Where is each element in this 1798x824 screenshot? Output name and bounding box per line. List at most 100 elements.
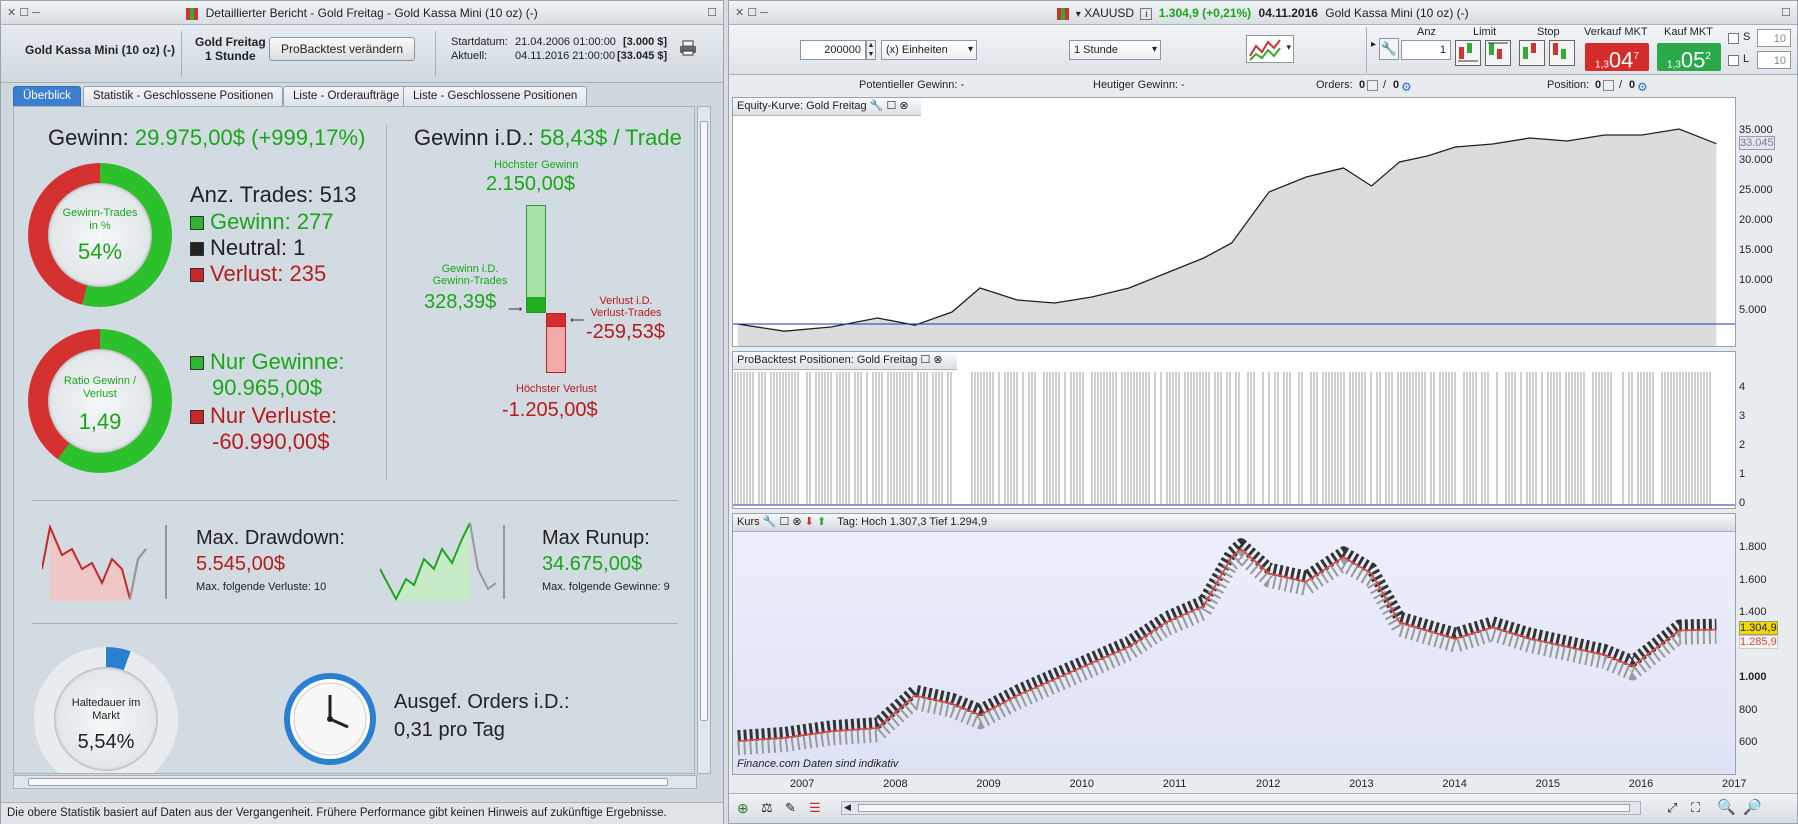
chart-titlebar: ✕ ☐ ─ ▾ XAUUSD i 1.304,9 (+0,21%) 04.11.… — [729, 1, 1797, 25]
unit-select[interactable]: (x) Einheiten — [881, 40, 977, 60]
equity-window-icon[interactable]: ☐ — [886, 100, 897, 112]
runup-value: 34.675,00$ — [542, 553, 643, 575]
loss-legend-box — [190, 268, 204, 282]
quantity-input[interactable]: 200000 — [800, 40, 866, 60]
orders-per-day-value: 0,31 pro Tag — [394, 719, 505, 741]
quantity-stepper[interactable]: ▲ ▼ — [866, 40, 876, 60]
position-gear-icon[interactable]: ⚙ — [1637, 80, 1648, 94]
positions-panel-title: ProBacktest Positionen: Gold Freitag — [737, 354, 918, 366]
gain-label: Gewinn: — [48, 125, 129, 150]
auto-scale-icon[interactable]: ⤢ — [1667, 800, 1678, 815]
year-tick-label: 2017 — [1722, 778, 1747, 790]
arrow-right-icon: ⟶ — [508, 304, 523, 315]
current-date-value: 04.11.2016 21:00:00 — [515, 50, 616, 62]
report-window: ✕ ☐ ─ Detaillierter Bericht - Gold Freit… — [0, 0, 724, 824]
timeframe-select[interactable]: 1 Stunde — [1069, 40, 1161, 60]
year-tick-label: 2014 — [1442, 778, 1467, 790]
limit-sell-icon[interactable] — [1485, 40, 1511, 66]
l-input[interactable]: 10 — [1757, 51, 1791, 69]
hscroll-thumb[interactable] — [28, 778, 668, 786]
indicator-icon[interactable]: ⚖ — [761, 800, 773, 815]
chart-style-button[interactable]: ▾ — [1246, 35, 1294, 63]
wrench-icon[interactable]: 🔧 — [1379, 38, 1399, 60]
vertical-scrollbar[interactable] — [697, 106, 711, 774]
price-window-icon[interactable]: ☐ — [779, 516, 790, 528]
orders-icon[interactable] — [1367, 80, 1378, 91]
price-settings-icon[interactable]: 🔧 — [762, 516, 777, 528]
equity-panel-title: Equity-Kurve: Gold Freitag — [737, 100, 867, 112]
positions-close-icon[interactable]: ⊗ — [933, 354, 943, 366]
report-header: Gold Kassa Mini (10 oz) (-) Gold Freitag… — [1, 25, 723, 83]
price-down-icon[interactable]: ⬇ — [804, 516, 814, 528]
tab-closed-positions[interactable]: Liste - Geschlossene Positionen — [403, 86, 588, 106]
expand-arrow-icon[interactable]: ▸ — [1371, 39, 1377, 50]
orders-gear-icon[interactable]: ⚙ — [1401, 80, 1412, 94]
report-titlebar: ✕ ☐ ─ Detaillierter Bericht - Gold Freit… — [1, 1, 723, 25]
s-input[interactable]: 10 — [1757, 29, 1791, 47]
print-icon[interactable] — [679, 40, 697, 56]
s-checkbox[interactable] — [1728, 33, 1739, 44]
stop-buy-icon[interactable] — [1519, 40, 1545, 66]
profit-ratio-value: 1,49 — [78, 409, 122, 434]
equity-close-icon[interactable]: ⊗ — [899, 100, 909, 112]
buy-market-button[interactable]: 1,3052 — [1657, 43, 1721, 72]
zoom-out-icon[interactable]: 🔍 — [1717, 799, 1736, 816]
positions-tick-label: 4 — [1739, 381, 1746, 393]
market-exposure-ring: Haltedauer im Markt 5,54% — [34, 647, 178, 773]
stop-sell-icon[interactable] — [1549, 40, 1575, 66]
tab-statistics[interactable]: Statistik - Geschlossene Positionen — [83, 86, 284, 106]
price-tick-label: 600 — [1739, 736, 1758, 749]
add-indicator-icon[interactable]: ⊕ — [737, 800, 749, 816]
edit-backtest-button[interactable]: ProBacktest verändern — [269, 37, 415, 61]
positions-tick-label: 0 — [1739, 497, 1746, 509]
price-up-icon[interactable]: ⬆ — [816, 516, 827, 528]
chart-window-controls[interactable]: ✕ ☐ ─ — [735, 7, 768, 19]
time-scrollbar[interactable]: ◀ — [841, 801, 1641, 815]
maximize-icon[interactable]: ☐ — [707, 7, 717, 19]
runup-sparkline — [379, 519, 510, 603]
horizontal-scrollbar[interactable] — [13, 775, 697, 789]
list-icon[interactable]: ☰ — [809, 800, 821, 815]
orders-count-a: 0 — [1359, 79, 1366, 91]
price-last-value: 1.304,9 — [1739, 620, 1778, 635]
l-checkbox[interactable] — [1728, 55, 1739, 66]
time-scroll-thumb[interactable] — [858, 804, 1630, 812]
price-tick-label: 1.000 — [1739, 671, 1767, 684]
info-icon[interactable]: i — [1140, 7, 1153, 20]
position-icon[interactable] — [1603, 80, 1614, 91]
year-tick-label: 2015 — [1535, 778, 1561, 790]
price-close-icon[interactable]: ⊗ — [792, 516, 802, 528]
scrollbar-thumb[interactable] — [700, 121, 708, 721]
equity-tick-label: 25.000 — [1739, 184, 1773, 196]
chart-type-icon[interactable] — [1057, 7, 1070, 20]
runup-subtext: Max. folgende Gewinne: 9 — [542, 581, 670, 593]
price-daily-info: Tag: Hoch 1.307,3 Tief 1.294,9 — [837, 516, 988, 528]
limit-buy-icon[interactable] — [1455, 40, 1481, 66]
zoom-fit-icon[interactable]: ⛶ — [1691, 800, 1701, 815]
runup-label: Max Runup: — [542, 527, 650, 549]
zoom-in-icon[interactable]: 🔎 — [1743, 799, 1762, 816]
symbol-name: XAUUSD — [1084, 6, 1135, 20]
report-title: Detaillierter Bericht - Gold Freitag - G… — [205, 6, 538, 20]
chart-toolbar: 200000 ▲▼ (x) Einheiten 1 Stunde ▾ ▸ 🔧 A… — [729, 25, 1797, 75]
tab-overview[interactable]: Überblick — [13, 86, 81, 106]
chart-maximize-icon[interactable]: ☐ — [1781, 7, 1791, 19]
window-controls[interactable]: ✕ ☐ ─ — [7, 7, 40, 19]
chart-window: ✕ ☐ ─ ▾ XAUUSD i 1.304,9 (+0,21%) 04.11.… — [728, 0, 1798, 824]
year-tick-label: 2008 — [883, 778, 908, 790]
avg-win-value: 328,39$ — [424, 291, 497, 313]
anz-input[interactable]: 1 — [1401, 40, 1451, 60]
equity-settings-icon[interactable]: 🔧 — [869, 100, 884, 112]
tab-orders[interactable]: Liste - Orderaufträge — [283, 86, 410, 106]
avg-gain-value: 58,43$ / Trade — [539, 125, 682, 150]
equity-panel: Equity-Kurve: Gold Freitag 🔧 ☐ ⊗ — [732, 97, 1736, 347]
drawdown-label: Max. Drawdown: — [196, 527, 345, 549]
positions-window-icon[interactable]: ☐ — [920, 354, 931, 366]
stop-label: Stop — [1537, 26, 1560, 38]
sell-market-button[interactable]: 1,3047 — [1585, 43, 1649, 72]
gains-legend-box — [190, 356, 204, 370]
start-date-value: 21.04.2006 01:00:00 — [515, 36, 616, 48]
orders-label: Orders: — [1316, 79, 1353, 91]
drawing-icon[interactable]: ✎ — [785, 800, 796, 815]
price-panel-header: Kurs 🔧 ☐ ⊗ ⬇ ⬆ Tag: Hoch 1.307,3 Tief 1.… — [733, 514, 1735, 532]
